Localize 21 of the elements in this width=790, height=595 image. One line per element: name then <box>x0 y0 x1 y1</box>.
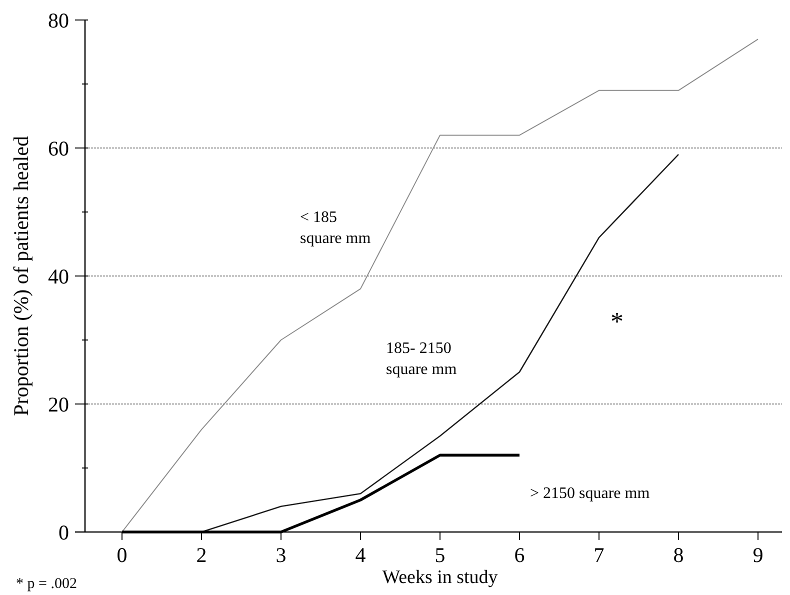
x-axis-title: Weeks in study <box>382 567 498 588</box>
y-axis-title: Proportion (%) of patients healed <box>9 136 33 416</box>
y-tick-label: 80 <box>48 8 69 32</box>
series-label: < 185 square mm <box>300 209 372 247</box>
x-tick-label: 8 <box>673 542 684 567</box>
x-tick-label: 4 <box>355 542 366 567</box>
x-tick-label: 2 <box>196 542 207 567</box>
y-tick-label: 20 <box>48 392 69 416</box>
y-tick-label: 40 <box>48 264 69 288</box>
x-tick-label: 9 <box>752 542 764 567</box>
text: 185- 2150 square mm <box>386 340 458 378</box>
x-tick-label: 7 <box>594 542 604 567</box>
text: * p = .002 <box>16 576 77 592</box>
x-tick-label: 0 <box>116 542 128 567</box>
y-tick-label: 60 <box>48 136 69 160</box>
x-tick-label: 3 <box>276 542 286 567</box>
annotation: * <box>610 307 624 336</box>
x-tick-label: 6 <box>514 542 525 567</box>
y-tick-label: 0 <box>58 520 69 544</box>
x-tick-label: 5 <box>434 542 446 567</box>
series-label: > 2150 square mm <box>530 485 650 502</box>
